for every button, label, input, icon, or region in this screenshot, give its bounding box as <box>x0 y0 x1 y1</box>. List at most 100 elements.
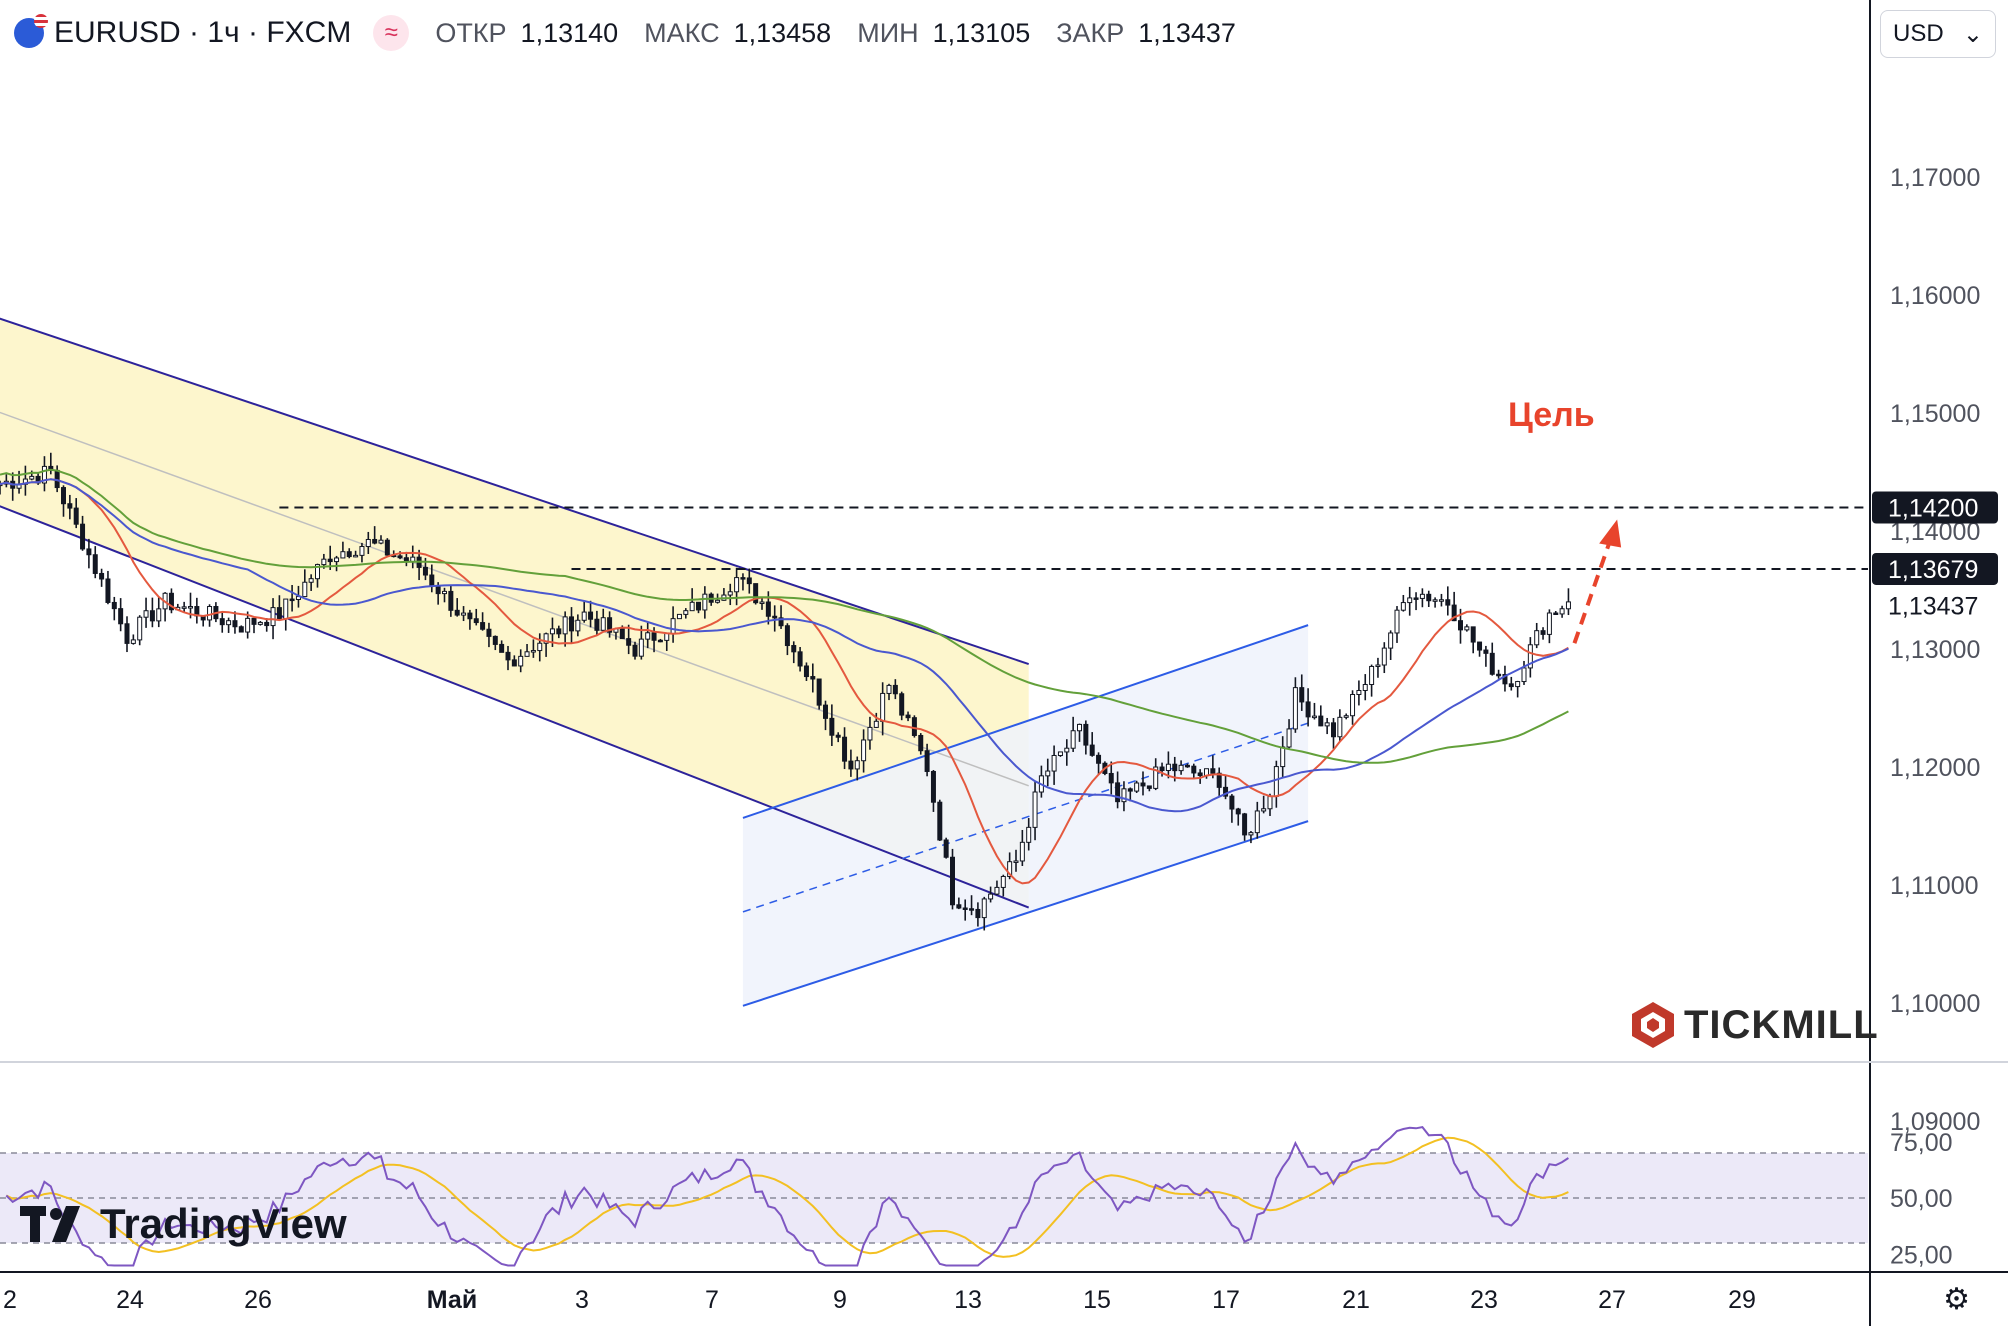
candle-body <box>1540 630 1546 635</box>
candle-body <box>1356 689 1362 696</box>
candle <box>829 704 835 746</box>
candle <box>86 538 92 569</box>
down-channel-mid-line <box>0 411 1029 787</box>
candle <box>1331 718 1336 749</box>
candle-body <box>1470 626 1476 643</box>
candle <box>1159 762 1165 777</box>
candle <box>1343 713 1349 720</box>
candle <box>575 614 581 637</box>
candle <box>1508 676 1514 691</box>
candle-body <box>1534 630 1540 646</box>
candle <box>1496 669 1502 679</box>
candle-body <box>823 704 828 719</box>
candle <box>886 683 892 701</box>
candle-body <box>372 538 378 544</box>
candle-body <box>784 625 790 647</box>
candle-body <box>1121 788 1127 803</box>
candle <box>80 515 86 551</box>
candle-body <box>1413 597 1419 600</box>
candle-body <box>556 628 562 635</box>
currency-select[interactable]: USD ⌄ <box>1880 10 1996 58</box>
candle-body <box>549 628 555 635</box>
wave-icon[interactable]: ≈ <box>373 15 410 51</box>
candle-body <box>1242 813 1248 836</box>
candle <box>778 605 784 629</box>
candle-body <box>905 714 911 719</box>
candle <box>1324 717 1330 735</box>
candle-body <box>251 617 257 625</box>
candle <box>1121 781 1127 812</box>
up-channel-fill <box>742 625 1309 1006</box>
time-tick-label: 7 <box>705 1286 719 1314</box>
candle <box>289 584 295 612</box>
candle-body <box>689 601 695 612</box>
candle <box>867 716 873 750</box>
candle-body <box>80 523 86 550</box>
candle-body <box>765 601 771 617</box>
candle-body <box>950 856 955 906</box>
candle <box>696 601 701 614</box>
candle-body <box>1477 641 1483 651</box>
candle <box>492 635 498 651</box>
candle-body <box>1134 782 1140 792</box>
open-value: 1,13140 <box>520 17 619 48</box>
candle <box>1089 732 1095 757</box>
candle <box>1292 677 1298 733</box>
price-tick-label: 1,11000 <box>1890 872 1979 900</box>
candle-body <box>1426 593 1432 602</box>
candle-body <box>1007 861 1013 877</box>
settings-gear-icon[interactable]: ⚙ <box>1943 1283 1970 1316</box>
candle <box>1083 720 1089 755</box>
currency-value: USD <box>1893 20 1944 47</box>
candle <box>143 597 149 628</box>
candle <box>1413 592 1419 611</box>
candle <box>588 600 594 628</box>
candle <box>1381 642 1387 674</box>
candle-body <box>829 717 835 736</box>
candle <box>1254 801 1260 839</box>
candle <box>1165 751 1171 779</box>
candle <box>384 538 390 558</box>
candle-body <box>1394 609 1400 634</box>
candle-body <box>1483 649 1489 654</box>
candle-body <box>969 908 975 911</box>
candle <box>930 769 936 812</box>
candle-body <box>188 606 193 609</box>
low-label: МИН <box>857 17 919 48</box>
candle-body <box>676 613 682 620</box>
candle <box>772 605 778 632</box>
price-tick-label: 1,12000 <box>1890 754 1980 782</box>
time-tick-label: 3 <box>575 1286 589 1314</box>
candle-body <box>734 577 740 593</box>
candle-body <box>638 638 644 657</box>
candle-body <box>594 618 600 631</box>
candle-body <box>429 574 435 587</box>
candle-body <box>740 577 746 580</box>
candle <box>1438 593 1444 607</box>
candle <box>600 608 606 632</box>
candle-body <box>1432 599 1438 602</box>
candle-body <box>124 623 130 644</box>
candle-body <box>1299 687 1305 703</box>
rsi-tick-label: 50,00 <box>1890 1185 1953 1213</box>
candle-body <box>581 611 587 621</box>
candle-body <box>1324 722 1330 727</box>
price-tick-label: 1,15000 <box>1890 400 1980 428</box>
close-value: 1,13437 <box>1138 17 1236 48</box>
candle-body <box>276 607 282 620</box>
candle <box>1534 622 1540 649</box>
candle <box>238 625 244 633</box>
symbol-title[interactable]: EURUSD · 1ч · FXCM <box>54 16 352 49</box>
candle-body <box>486 628 492 637</box>
candle-body <box>1451 604 1457 622</box>
candle <box>1521 660 1527 685</box>
candle <box>943 837 949 859</box>
candle-body <box>1057 751 1063 756</box>
candle <box>530 639 536 658</box>
candle <box>105 570 111 605</box>
time-tick-label: 21 <box>1342 1286 1370 1314</box>
candle-body <box>137 616 143 641</box>
candle-body <box>454 609 460 616</box>
candle-body <box>365 538 371 548</box>
